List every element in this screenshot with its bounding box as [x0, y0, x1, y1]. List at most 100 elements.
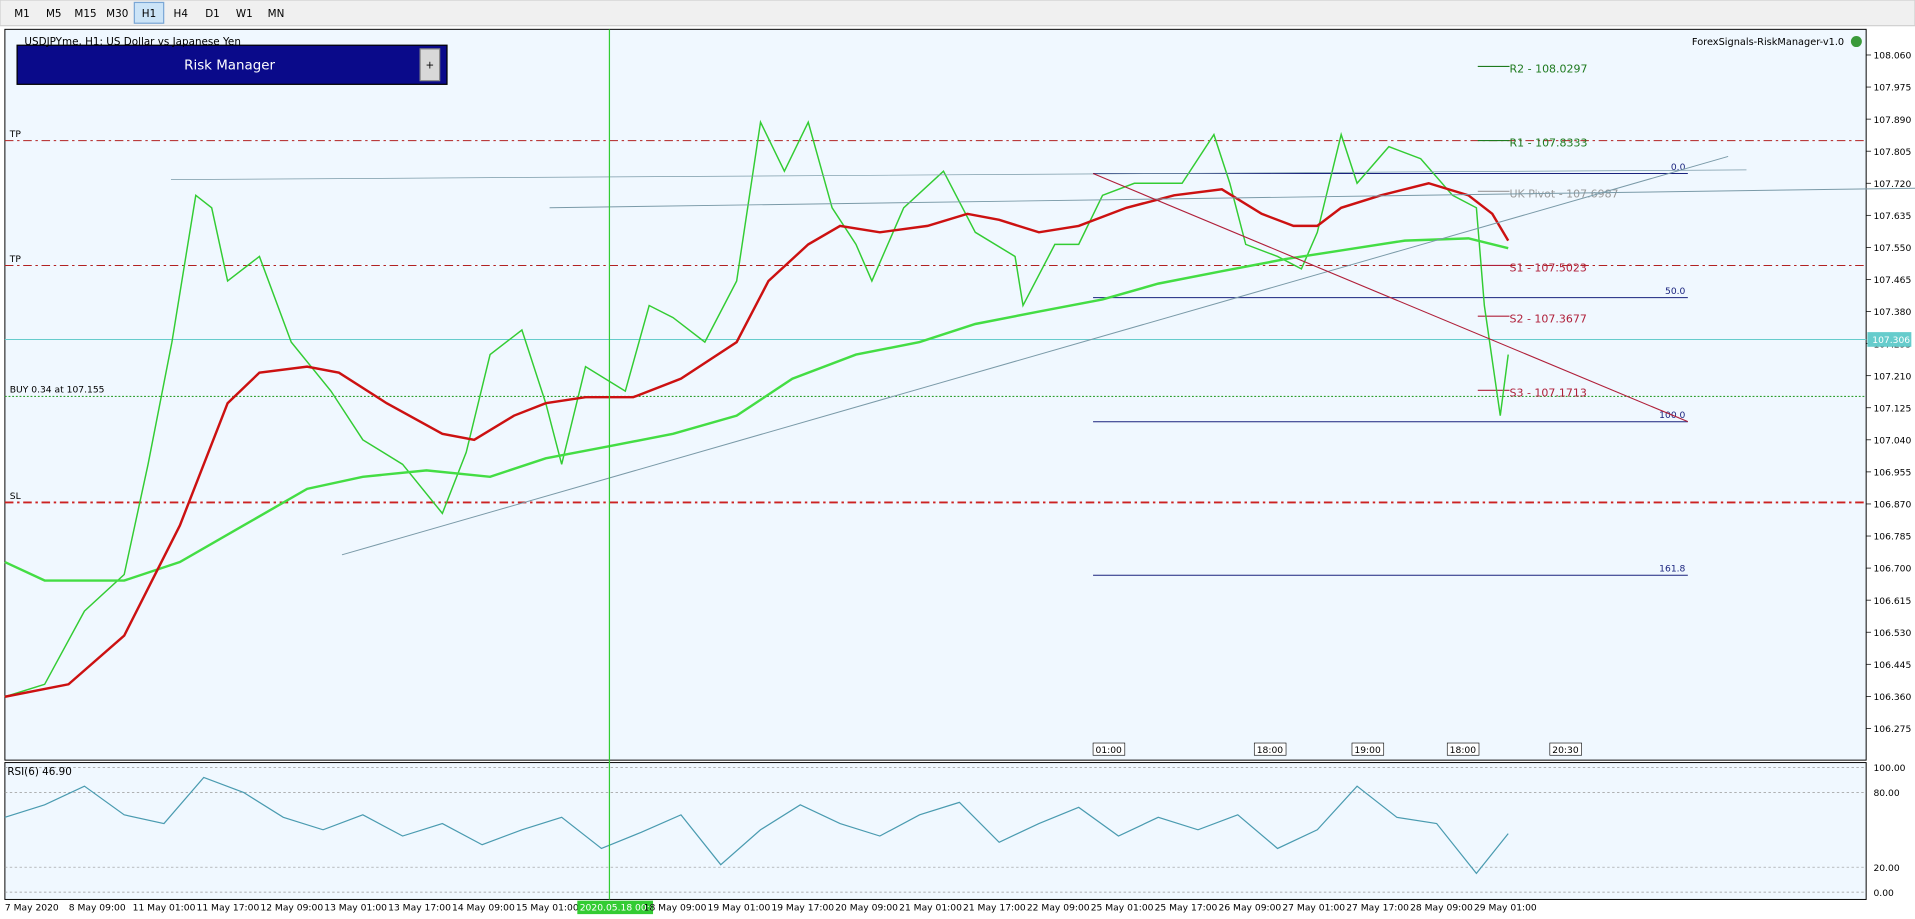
y-tick-label: 107.550	[1873, 243, 1911, 254]
x-tick-label: 14 May 09:00	[452, 902, 515, 913]
rsi-title: RSI(6) 46.90	[7, 766, 72, 778]
session-label: 18:00	[1450, 745, 1477, 756]
x-tick-label: 29 May 01:00	[1474, 902, 1537, 913]
y-tick-label: 106.870	[1873, 500, 1911, 511]
trade-line-label: TP	[9, 129, 22, 140]
price-panel	[4, 28, 1867, 761]
toolbar	[0, 0, 1915, 27]
timeframe-label: M5	[46, 8, 62, 20]
session-label: 01:00	[1096, 745, 1123, 756]
timeframe-button[interactable]	[228, 1, 260, 24]
fibo-label: 161.8	[1659, 564, 1685, 575]
y-tick-label: 106.360	[1873, 692, 1911, 703]
trade-line-label: BUY 0.34 at 107.155	[10, 385, 105, 396]
x-tick-label: 22 May 09:00	[1027, 902, 1090, 913]
x-tick-label: 27 May 01:00	[1282, 902, 1345, 913]
y-tick-label: 106.700	[1873, 564, 1911, 575]
indicator-icon	[1850, 36, 1862, 48]
rsi-tick-label: 0.00	[1873, 888, 1894, 899]
rsi-panel	[4, 762, 1867, 900]
timeframe-label: MN	[268, 8, 285, 20]
x-tick-label: 21 May 17:00	[963, 902, 1026, 913]
x-tick-label: 28 May 09:00	[1410, 902, 1473, 913]
session-label: 19:00	[1354, 745, 1381, 756]
timeframe-label: M30	[106, 8, 128, 20]
y-tick-label: 106.615	[1873, 596, 1911, 607]
x-tick-label: 21 May 01:00	[899, 902, 962, 913]
x-tick-label: 19 May 01:00	[707, 902, 770, 913]
timeframe-button[interactable]	[260, 1, 292, 24]
trendline	[341, 155, 1729, 556]
fibo-label: 50.0	[1665, 286, 1686, 297]
timeframe-button[interactable]	[165, 1, 197, 24]
y-tick-label: 107.380	[1873, 307, 1911, 318]
x-tick-label: 25 May 01:00	[1091, 902, 1154, 913]
y-tick-label: 107.720	[1873, 179, 1911, 190]
timeframe-bar: M1 M5 M15 M30 H1 H4 D1 W1 MN	[6, 1, 292, 24]
series-line	[4, 776, 1509, 875]
cursor-label-box	[577, 900, 654, 915]
risk-manager-panel[interactable]	[16, 44, 448, 85]
timeframe-button[interactable]	[70, 1, 101, 24]
y-tick-label: 107.125	[1873, 403, 1911, 414]
y-tick-label: 107.975	[1873, 83, 1911, 94]
symbol-title: USDJPYme, H1: US Dollar vs Japanese Yen	[24, 36, 240, 48]
session-label: 20:30	[1552, 745, 1579, 756]
timeframe-label: D1	[205, 8, 220, 20]
x-tick-label: 26 May 09:00	[1218, 902, 1281, 913]
timeframe-label: H1	[142, 8, 156, 20]
pivot-label: S1 - 107.5023	[1510, 262, 1587, 275]
x-tick-label: 8 May 09:00	[69, 902, 126, 913]
x-tick-label: 11 May 01:00	[133, 902, 196, 913]
session-box	[1549, 742, 1582, 756]
timeframe-button[interactable]	[6, 1, 38, 24]
rsi-tick-label: 80.00	[1873, 788, 1899, 799]
x-tick-label: 12 May 09:00	[260, 902, 323, 913]
timeframe-button[interactable]	[133, 1, 165, 24]
indicator-name: ForexSignals-RiskManager-v1.0	[1692, 37, 1844, 48]
session-box	[1253, 742, 1287, 756]
timeframe-label: M15	[74, 8, 96, 20]
pivot-label: S3 - 107.1713	[1510, 386, 1587, 399]
pivot-label: S2 - 107.3677	[1510, 312, 1587, 325]
x-tick-label: 20 May 09:00	[835, 902, 898, 913]
timeframe-label: M1	[14, 8, 30, 20]
y-tick-label: 106.785	[1873, 532, 1911, 543]
risk-manager-button-label: +	[426, 59, 435, 71]
series-line	[4, 181, 1510, 698]
x-tick-label: 25 May 17:00	[1155, 902, 1218, 913]
x-tick-label: 11 May 17:00	[197, 902, 260, 913]
risk-manager-button[interactable]	[419, 48, 441, 82]
x-tick-label: 13 May 01:00	[324, 902, 387, 913]
x-tick-label: 7 May 2020	[5, 902, 59, 913]
x-tick-label: 19 May 17:00	[771, 902, 834, 913]
current-price-box	[1867, 332, 1912, 347]
session-box	[1351, 742, 1385, 756]
y-tick-label: 107.040	[1873, 435, 1911, 446]
y-tick-label: 107.890	[1873, 115, 1911, 126]
session-box	[1446, 742, 1480, 756]
x-tick-label: 27 May 17:00	[1346, 902, 1409, 913]
y-tick-label: 107.635	[1873, 211, 1911, 222]
trade-line-label: SL	[10, 491, 22, 502]
main-chart: 108.060 107.975 107.890 107.805 107.720 107.6…	[4, 51, 1912, 915]
risk-manager-title: Risk Manager	[184, 59, 275, 74]
session-label: 18:00	[1257, 745, 1284, 756]
y-tick-label: 107.465	[1873, 275, 1911, 286]
trendline	[170, 169, 1747, 181]
pivot-label: R2 - 108.0297	[1510, 63, 1588, 76]
y-tick-label: 108.060	[1873, 51, 1911, 62]
timeframe-button[interactable]	[197, 1, 228, 24]
cursor-label: 2020.05.18 00:00	[580, 902, 662, 913]
timeframe-button[interactable]	[38, 1, 70, 24]
trade-line-label: TP	[9, 254, 22, 265]
series-line	[4, 237, 1509, 582]
timeframe-button[interactable]	[101, 1, 133, 24]
pivot-label: R1 - 107.8333	[1510, 137, 1588, 150]
y-tick-label: 106.275	[1873, 724, 1911, 735]
x-tick-label: 18 May 09:00	[644, 902, 707, 913]
current-price-label: 107.306	[1872, 335, 1910, 346]
rsi-tick-label: 100.00	[1873, 763, 1905, 774]
